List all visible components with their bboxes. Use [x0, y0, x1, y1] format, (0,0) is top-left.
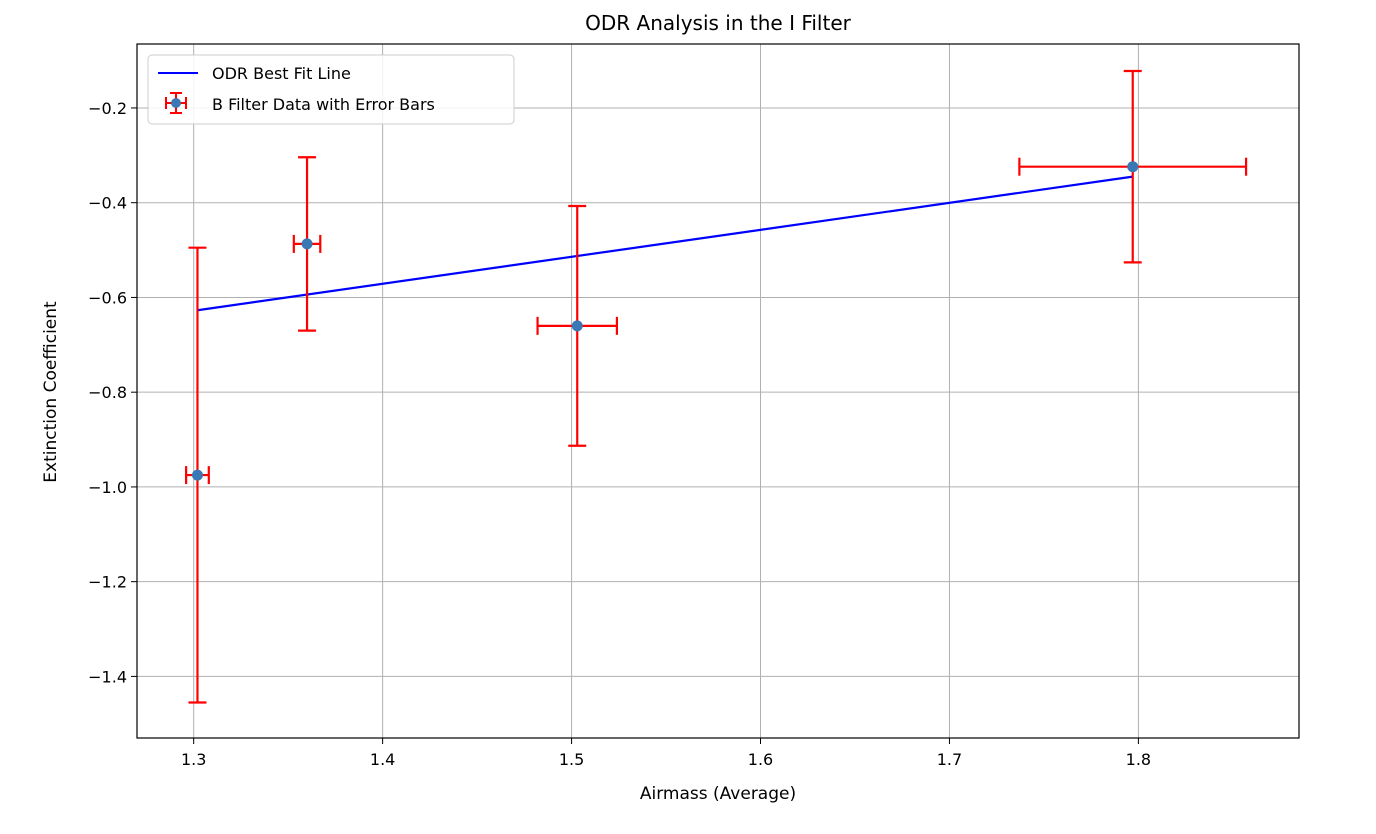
legend-errorbar-swatch [165, 92, 187, 114]
y-tick-label: −0.4 [88, 194, 127, 213]
data-point [301, 238, 313, 250]
fit-line-layer [197, 175, 1133, 312]
chart-title: ODR Analysis in the I Filter [585, 11, 851, 35]
x-axis-label: Airmass (Average) [640, 784, 796, 804]
x-tick-label: 1.7 [937, 750, 962, 769]
legend-box [147, 54, 515, 125]
y-tick-label: −1.4 [88, 667, 127, 686]
x-tick-label: 1.5 [559, 750, 584, 769]
y-tick-label: −0.8 [88, 383, 127, 402]
y-tick-label: −1.0 [88, 478, 127, 497]
tick-layer: 1.3 1.4 1.5 1.6 1.7 1.8 −0.2 −0.4 −0.6 −0.8 −1.0 −1… [88, 99, 1151, 769]
y-axis-label: Extinction Coefficient [41, 301, 61, 483]
data-point [571, 320, 583, 332]
grid-layer [137, 44, 1299, 738]
y-tick-label: −0.6 [88, 288, 127, 307]
y-tick-label: −1.2 [88, 573, 127, 592]
data-point [191, 469, 203, 481]
x-tick-label: 1.8 [1126, 750, 1151, 769]
x-tick-label: 1.6 [748, 750, 773, 769]
x-tick-label: 1.4 [370, 750, 395, 769]
y-tick-label: −0.2 [88, 99, 127, 118]
legend-label-data: B Filter Data with Error Bars [212, 95, 435, 114]
fit-line [197, 175, 1133, 312]
legend-label-fit-line: ODR Best Fit Line [212, 64, 351, 83]
data-point-layer [191, 161, 1139, 481]
x-tick-label: 1.3 [181, 750, 206, 769]
data-point [1127, 161, 1139, 173]
legend: ODR Best Fit Line B Filter Data with Err… [147, 54, 515, 125]
plot-frame [136, 43, 1300, 739]
